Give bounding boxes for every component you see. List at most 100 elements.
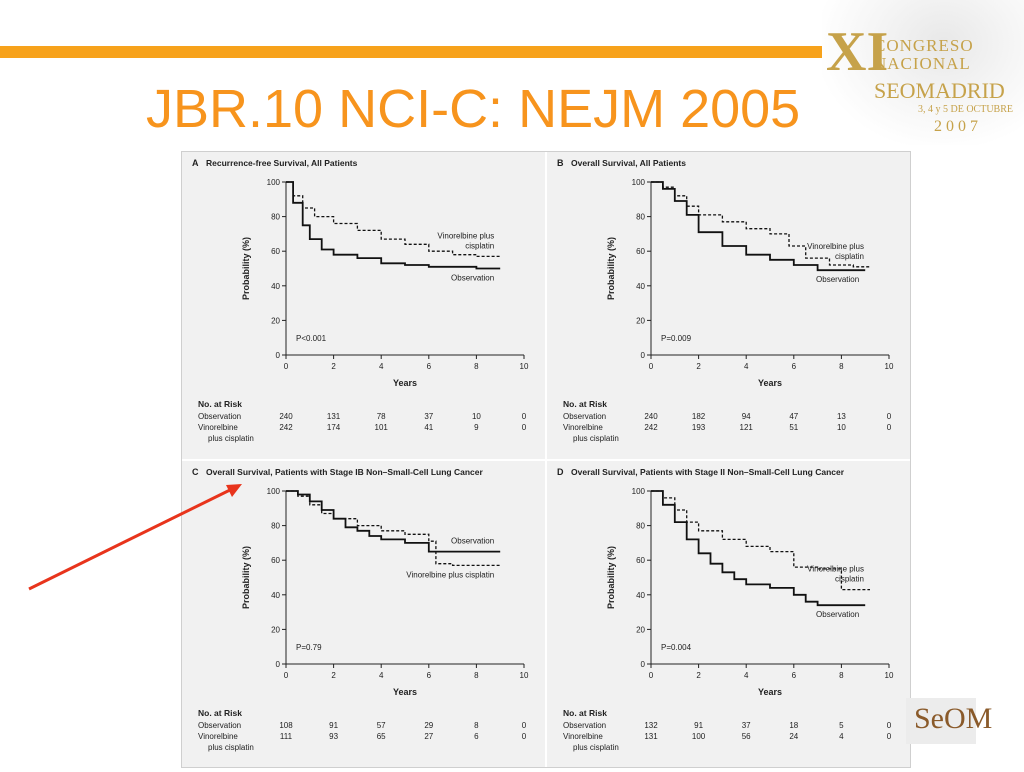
panel-c-risk-value: 29 bbox=[424, 721, 433, 730]
panel-b-x-tick-label: 10 bbox=[885, 362, 894, 371]
panel-a-x-tick-label: 10 bbox=[520, 362, 529, 371]
panel-c-risk-row-label: Vinorelbine bbox=[198, 732, 238, 741]
panel-d-risk-value: 18 bbox=[789, 721, 798, 730]
panel-d-risk-value: 37 bbox=[742, 721, 751, 730]
panel-c-risk-value: 108 bbox=[279, 721, 293, 730]
panel-c-letter: C bbox=[192, 467, 199, 477]
panel-a-risk-row-label: plus cisplatin bbox=[208, 434, 254, 443]
header-accent-bar bbox=[0, 46, 830, 58]
panel-d-y-tick-label: 60 bbox=[636, 556, 645, 565]
panel-b-x-label: Years bbox=[758, 378, 782, 388]
panel-d-x-tick-label: 2 bbox=[696, 671, 701, 680]
panel-c-x-tick-label: 4 bbox=[379, 671, 384, 680]
panel-c-x-label: Years bbox=[393, 687, 417, 697]
panel-c-y-tick-label: 60 bbox=[271, 556, 280, 565]
panel-c-risk-value: 8 bbox=[474, 721, 479, 730]
panel-a-y-tick-label: 0 bbox=[276, 351, 281, 360]
panel-b-x-tick-label: 0 bbox=[649, 362, 654, 371]
panel-b-observation-curve bbox=[651, 181, 866, 272]
panel-a-x-label: Years bbox=[393, 378, 417, 388]
panel-a-risk-value: 131 bbox=[327, 412, 341, 421]
panel-d-y-label: Probability (%) bbox=[606, 546, 616, 609]
panel-d-p-value: P=0.004 bbox=[661, 643, 692, 652]
panel-a-risk-value: 101 bbox=[375, 423, 389, 432]
panel-a-risk-value: 240 bbox=[279, 412, 293, 421]
panel-c-risk-value: 57 bbox=[377, 721, 386, 730]
panel-c-x-tick-label: 6 bbox=[427, 671, 432, 680]
panel-b-x-tick-label: 8 bbox=[839, 362, 844, 371]
seom-logo-icon: SeOM bbox=[906, 698, 992, 744]
panel-b-risk-value: 182 bbox=[692, 412, 706, 421]
survival-figure-svg: A Recurrence-free Survival, All Patients 0… bbox=[182, 152, 910, 767]
panel-d-curve-label: Vinorelbine plus bbox=[807, 565, 864, 574]
panel-d-risk-value: 56 bbox=[742, 732, 751, 741]
panel-d-risk-value: 132 bbox=[644, 721, 658, 730]
panel-c-risk-value: 6 bbox=[474, 732, 479, 741]
panel-d-vinorelbine-curve bbox=[651, 490, 870, 591]
panel-d-risk-value: 0 bbox=[887, 721, 892, 730]
panel-d-risk-header: No. at Risk bbox=[563, 708, 607, 718]
panel-c-x-tick-label: 10 bbox=[520, 671, 529, 680]
panel-a-y-tick-label: 80 bbox=[271, 213, 280, 222]
panel-a-risk-value: 78 bbox=[377, 412, 386, 421]
panel-c-risk-value: 65 bbox=[377, 732, 386, 741]
panel-d-risk-value: 4 bbox=[839, 732, 844, 741]
panel-d-risk-value: 24 bbox=[789, 732, 798, 741]
congress-logo-line5: 2007 bbox=[934, 118, 982, 135]
panel-a-y-label: Probability (%) bbox=[241, 237, 251, 300]
panel-b-y-tick-label: 80 bbox=[636, 213, 645, 222]
panel-c-curve-label: Vinorelbine plus cisplatin bbox=[406, 570, 494, 579]
panel-b-risk-value: 51 bbox=[789, 423, 798, 432]
panel-d-y-tick-label: 100 bbox=[632, 487, 646, 496]
congress-logo-line2: NACIONAL bbox=[874, 54, 971, 73]
panel-a-risk-value: 174 bbox=[327, 423, 341, 432]
panel-b-risk-row-label: Vinorelbine bbox=[563, 423, 603, 432]
panel-a-curve-label: cisplatin bbox=[465, 241, 494, 250]
panel-b-risk-value: 0 bbox=[887, 412, 892, 421]
panel-b-risk-value: 240 bbox=[644, 412, 658, 421]
panel-b-curve-label: Observation bbox=[816, 275, 859, 284]
panel-c-risk-value: 111 bbox=[280, 732, 293, 741]
congress-logo-background bbox=[822, 0, 1024, 145]
panel-c-x-tick-label: 0 bbox=[284, 671, 289, 680]
panel-d-y-tick-label: 80 bbox=[636, 522, 645, 531]
panel-c-risk-value: 27 bbox=[424, 732, 433, 741]
panel-b-curve-label: cisplatin bbox=[835, 252, 864, 261]
panel-b-y-tick-label: 100 bbox=[632, 178, 646, 187]
panel-a-observation-curve bbox=[286, 181, 501, 270]
panel-d-risk-value: 91 bbox=[694, 721, 703, 730]
panel-a-y-tick-label: 60 bbox=[271, 247, 280, 256]
panel-d-risk-value: 131 bbox=[644, 732, 658, 741]
panel-a-risk-value: 10 bbox=[472, 412, 481, 421]
panel-b-y-tick-label: 20 bbox=[636, 316, 645, 325]
panel-b-risk-value: 0 bbox=[887, 423, 892, 432]
panel-d-curve-label: cisplatin bbox=[835, 575, 864, 584]
panel-b-risk-row-label: plus cisplatin bbox=[573, 434, 619, 443]
panel-c-y-tick-label: 40 bbox=[271, 591, 280, 600]
congress-logo-line4: 3, 4 y 5 DE OCTUBRE bbox=[918, 104, 1013, 115]
panel-d-risk-value: 0 bbox=[887, 732, 892, 741]
panel-b-risk-value: 10 bbox=[837, 423, 846, 432]
panel-c-y-label: Probability (%) bbox=[241, 546, 251, 609]
panel-a-curve-label: Vinorelbine plus bbox=[437, 231, 494, 240]
panel-a-x-tick-label: 0 bbox=[284, 362, 289, 371]
panel-d-y-tick-label: 0 bbox=[641, 660, 646, 669]
panel-a-title: Recurrence-free Survival, All Patients bbox=[206, 158, 358, 168]
congress-logo: XI CONGRESO NACIONAL SEOMADRID 3, 4 y 5 … bbox=[822, 0, 1024, 145]
panel-d-x-tick-label: 10 bbox=[885, 671, 894, 680]
panel-c-risk-value: 93 bbox=[329, 732, 338, 741]
panel-d-title: Overall Survival, Patients with Stage II… bbox=[571, 467, 845, 477]
panel-b-risk-value: 94 bbox=[742, 412, 751, 421]
panel-d-y-tick-label: 20 bbox=[636, 625, 645, 634]
panel-b-y-label: Probability (%) bbox=[606, 237, 616, 300]
panel-c-x-tick-label: 8 bbox=[474, 671, 479, 680]
panel-d-curve-label: Observation bbox=[816, 610, 859, 619]
panel-a-p-value: P<0.001 bbox=[296, 334, 327, 343]
panel-a-risk-value: 0 bbox=[522, 412, 527, 421]
panel-d-risk-row-label: Vinorelbine bbox=[563, 732, 603, 741]
panel-d-letter: D bbox=[557, 467, 564, 477]
panel-c-y-tick-label: 100 bbox=[267, 487, 281, 496]
panel-c-risk-value: 0 bbox=[522, 721, 527, 730]
panel-a-x-tick-label: 6 bbox=[427, 362, 432, 371]
